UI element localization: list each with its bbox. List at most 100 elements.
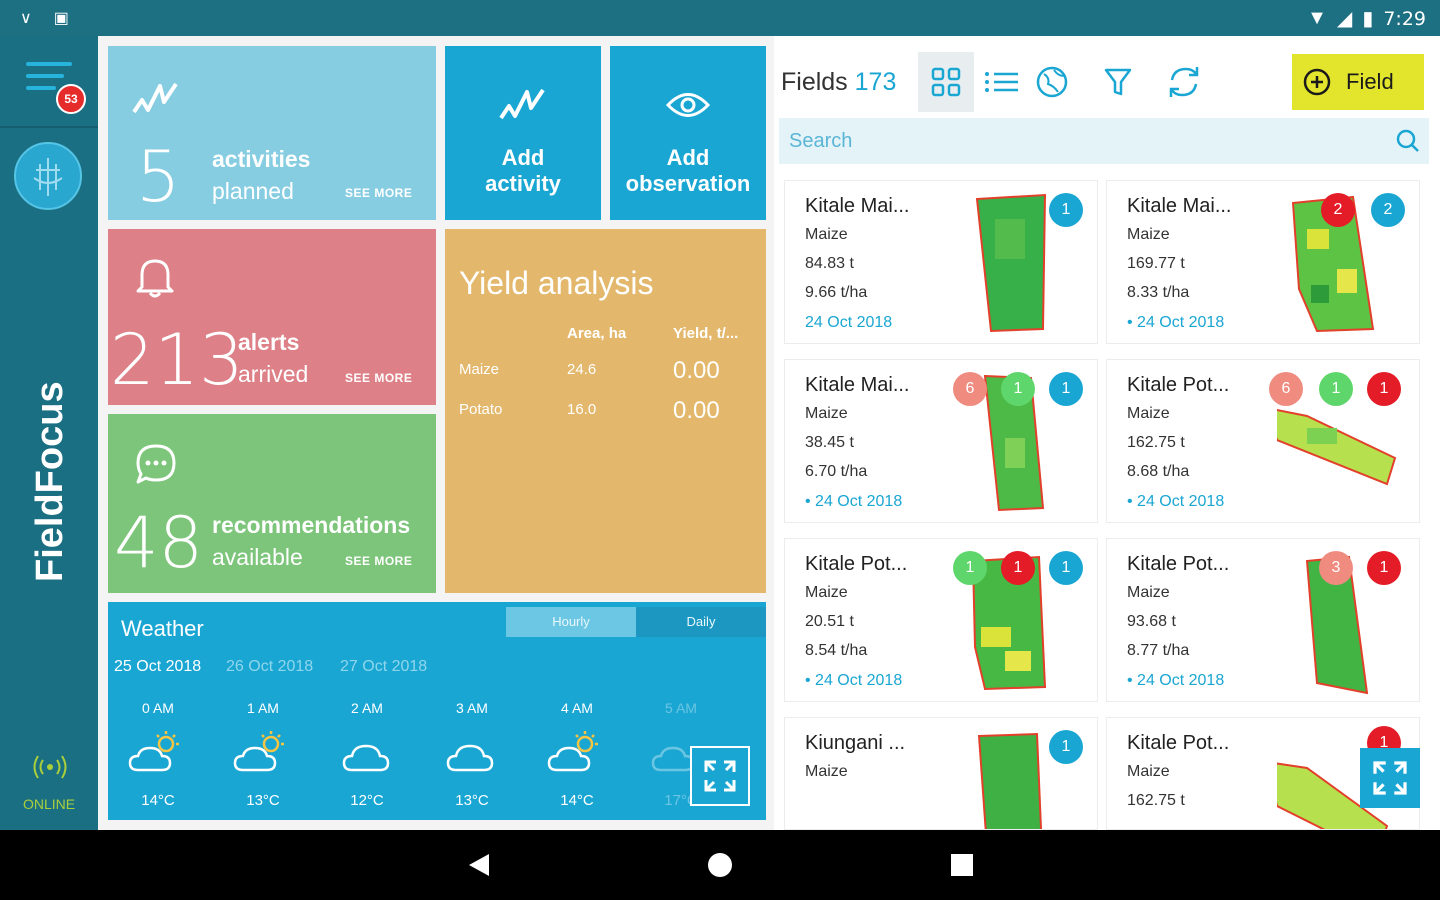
yield-row-area: 16.0 bbox=[567, 401, 597, 418]
alerts-tile[interactable]: 213 alerts arrived SEE MORE bbox=[108, 229, 436, 405]
fields-expand-button[interactable] bbox=[1360, 748, 1420, 808]
expand-icon bbox=[704, 760, 736, 792]
alerts-see-more-link[interactable]: SEE MORE bbox=[345, 371, 413, 385]
weather-hour: 4 AM bbox=[561, 700, 593, 716]
grid-view-button[interactable] bbox=[918, 52, 974, 112]
field-badge: 1 bbox=[1367, 372, 1401, 406]
filter-button[interactable] bbox=[1090, 52, 1146, 112]
add-activity-sublabel: activity bbox=[485, 171, 561, 196]
list-icon bbox=[985, 72, 1018, 92]
add-activity-label: Add bbox=[501, 145, 545, 170]
menu-icon-bar bbox=[26, 74, 64, 78]
fields-count: 173 bbox=[854, 68, 897, 96]
field-name: Kitale Pot... bbox=[805, 553, 908, 575]
daily-tab[interactable]: Daily bbox=[636, 607, 766, 637]
activities-label: activities bbox=[212, 146, 311, 172]
field-crop: Maize bbox=[805, 405, 848, 422]
weather-hour: 5 AM bbox=[665, 700, 697, 716]
recommendations-see-more-link[interactable]: SEE MORE bbox=[345, 554, 413, 568]
weather-temp: 14°C bbox=[560, 792, 594, 809]
notification-badge: 53 bbox=[56, 84, 86, 114]
field-map-thumbnail bbox=[1277, 762, 1389, 829]
yield-analysis-tile[interactable]: Yield analysis Area, ha Yield, t/... Mai… bbox=[445, 229, 766, 593]
notification-v-icon: ∨ bbox=[20, 10, 32, 27]
app-logo[interactable] bbox=[14, 142, 82, 210]
field-card[interactable]: Kitale Pot... Maize 93.68 t 8.77 t/ha • … bbox=[1106, 538, 1420, 702]
activity-icon bbox=[132, 82, 178, 114]
connection-status: ONLINE bbox=[22, 796, 76, 812]
field-name: Kitale Mai... bbox=[805, 374, 910, 396]
divider bbox=[0, 126, 98, 128]
field-name: Kitale Pot... bbox=[1127, 732, 1230, 754]
wifi-icon: ▼ bbox=[1307, 7, 1327, 29]
fields-header: Fields 173 bbox=[781, 68, 896, 97]
field-card[interactable]: Kitale Mai... Maize 38.45 t 6.70 t/ha • … bbox=[784, 359, 1098, 523]
home-icon[interactable] bbox=[705, 850, 735, 880]
weather-date-selected[interactable]: 25 Oct 2018 bbox=[114, 658, 202, 675]
activities-tile[interactable]: 5 activities planned SEE MORE bbox=[108, 46, 436, 220]
weather-tile: Weather Hourly Daily 25 Oct 2018 26 Oct … bbox=[108, 602, 766, 820]
clock: 7:29 bbox=[1383, 7, 1426, 30]
weather-temp: 13°C bbox=[246, 792, 280, 809]
alerts-count: 213 bbox=[110, 319, 244, 401]
status-bar: ∨ ▣ ▼ ◢ ▮ 7:29 bbox=[0, 0, 1440, 36]
weather-temp: 14°C bbox=[141, 792, 175, 809]
map-view-button[interactable] bbox=[1024, 52, 1080, 112]
sidebar: 53 FieldFocus ONLINE bbox=[0, 36, 98, 830]
search-icon[interactable] bbox=[1395, 128, 1421, 154]
field-card[interactable]: Kitale Mai... Maize 169.77 t 8.33 t/ha •… bbox=[1106, 180, 1420, 344]
yield-row-crop: Maize bbox=[459, 361, 500, 378]
weather-date[interactable]: 26 Oct 2018 bbox=[226, 658, 314, 675]
add-field-button[interactable]: Field bbox=[1292, 54, 1424, 110]
activities-see-more-link[interactable]: SEE MORE bbox=[345, 186, 413, 200]
yield-row-crop: Potato bbox=[459, 401, 503, 418]
chat-bubble-icon bbox=[136, 444, 176, 484]
field-crop: Maize bbox=[1127, 405, 1170, 422]
menu-button[interactable] bbox=[26, 60, 74, 104]
fields-panel: Fields 173 bbox=[774, 36, 1440, 830]
field-yield: 8.77 t/ha bbox=[1127, 642, 1190, 659]
weather-expand-button[interactable] bbox=[690, 746, 750, 806]
activity-icon bbox=[499, 88, 545, 120]
main-area: 5 activities planned SEE MORE Add activi… bbox=[98, 36, 1440, 830]
hourly-tab[interactable]: Hourly bbox=[506, 607, 636, 637]
field-badge: 2 bbox=[1321, 193, 1355, 227]
refresh-button[interactable] bbox=[1156, 52, 1212, 112]
field-card[interactable]: Kitale Mai... Maize 84.83 t 9.66 t/ha 24… bbox=[784, 180, 1098, 344]
field-amount: 20.51 t bbox=[805, 613, 854, 630]
field-date: • 24 Oct 2018 bbox=[1127, 314, 1225, 331]
eye-icon bbox=[666, 93, 710, 117]
weather-date[interactable]: 27 Oct 2018 bbox=[340, 658, 428, 675]
add-field-label: Field bbox=[1346, 69, 1394, 94]
weather-hour: 2 AM bbox=[351, 700, 383, 716]
add-activity-button[interactable]: Add activity bbox=[445, 46, 601, 220]
list-view-button[interactable] bbox=[974, 52, 1030, 112]
field-yield: 6.70 t/ha bbox=[805, 463, 868, 480]
weather-temp: 12°C bbox=[350, 792, 384, 809]
cloud-icon bbox=[342, 744, 390, 772]
add-observation-button[interactable]: Add observation bbox=[610, 46, 766, 220]
weather-hour: 0 AM bbox=[142, 700, 174, 716]
weather-temp: 17°C bbox=[664, 792, 698, 809]
recommendations-sublabel: available bbox=[212, 544, 303, 570]
partly-cloudy-icon bbox=[128, 731, 179, 772]
back-icon[interactable] bbox=[465, 850, 495, 880]
notification-a-icon: ▣ bbox=[53, 10, 69, 27]
field-date: • 24 Oct 2018 bbox=[1127, 493, 1225, 510]
search-input[interactable]: Search bbox=[779, 118, 1429, 164]
field-card[interactable]: Kiungani ... Maize 1 bbox=[784, 717, 1098, 830]
field-crop: Maize bbox=[805, 226, 848, 243]
field-card[interactable]: Kitale Pot... Maize 20.51 t 8.54 t/ha • … bbox=[784, 538, 1098, 702]
field-badge: 1 bbox=[1049, 372, 1083, 406]
field-amount: 162.75 t bbox=[1127, 792, 1185, 809]
field-amount: 84.83 t bbox=[805, 255, 854, 272]
field-badge: 1 bbox=[1367, 551, 1401, 585]
field-crop: Maize bbox=[1127, 226, 1170, 243]
field-date: • 24 Oct 2018 bbox=[805, 672, 903, 689]
recents-icon[interactable] bbox=[947, 850, 977, 880]
field-yield: 8.33 t/ha bbox=[1127, 284, 1190, 301]
add-circle-icon bbox=[1303, 68, 1331, 96]
field-card[interactable]: Kitale Pot... Maize 162.75 t 8.68 t/ha •… bbox=[1106, 359, 1420, 523]
field-date: • 24 Oct 2018 bbox=[1127, 672, 1225, 689]
recommendations-tile[interactable]: 48 recommendations available SEE MORE bbox=[108, 414, 436, 593]
